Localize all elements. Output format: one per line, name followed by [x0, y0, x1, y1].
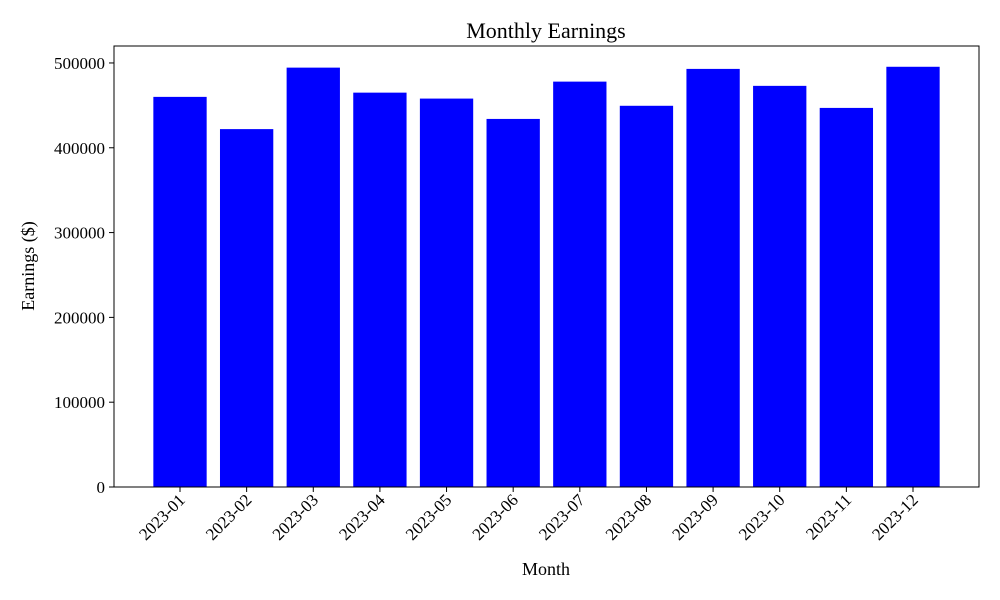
- y-axis-label: Earnings ($): [18, 221, 39, 310]
- x-tick-label: 2023-04: [335, 490, 389, 544]
- bars-group: [153, 66, 940, 488]
- x-axis-label: Month: [522, 559, 570, 579]
- bar-2023-05: [419, 98, 474, 487]
- bar-2023-11: [819, 107, 874, 487]
- x-tick-label: 2023-11: [802, 490, 855, 543]
- chart-title: Monthly Earnings: [466, 18, 626, 43]
- y-axis: 0 100000 200000 300000 400000 500000: [54, 54, 114, 497]
- x-tick-label: 2023-06: [469, 490, 523, 544]
- bar-2023-12: [886, 66, 940, 487]
- bar-2023-10: [753, 85, 807, 488]
- x-tick-label: 2023-05: [402, 490, 456, 544]
- bar-2023-04: [353, 92, 407, 487]
- x-tick-label: 2023-12: [868, 490, 922, 544]
- x-tick-label: 2023-10: [735, 490, 789, 544]
- bar-2023-01: [153, 96, 207, 487]
- x-tick-label: 2023-03: [269, 490, 323, 544]
- x-tick-label: 2023-09: [668, 490, 722, 544]
- y-tick-label: 400000: [54, 139, 105, 158]
- y-tick-label: 100000: [54, 393, 105, 412]
- y-tick-label: 200000: [54, 308, 105, 327]
- plot-frame: [113, 45, 980, 488]
- bar-2023-09: [686, 68, 740, 488]
- bar-2023-02: [219, 129, 274, 488]
- bar-2023-06: [486, 118, 540, 488]
- x-tick-label: 2023-01: [135, 490, 189, 544]
- x-tick-label: 2023-07: [535, 490, 589, 544]
- x-tick-label: 2023-02: [202, 490, 256, 544]
- x-tick-label: 2023-08: [602, 490, 656, 544]
- y-tick-label: 0: [97, 478, 106, 497]
- y-tick-label: 500000: [54, 54, 105, 73]
- bar-2023-03: [286, 67, 340, 487]
- y-tick-label: 300000: [54, 224, 105, 243]
- bar-2023-08: [619, 105, 674, 487]
- x-axis: 2023-01 2023-02 2023-03 2023-04 2023-05 2023-…: [135, 487, 922, 544]
- bar-2023-07: [553, 81, 607, 488]
